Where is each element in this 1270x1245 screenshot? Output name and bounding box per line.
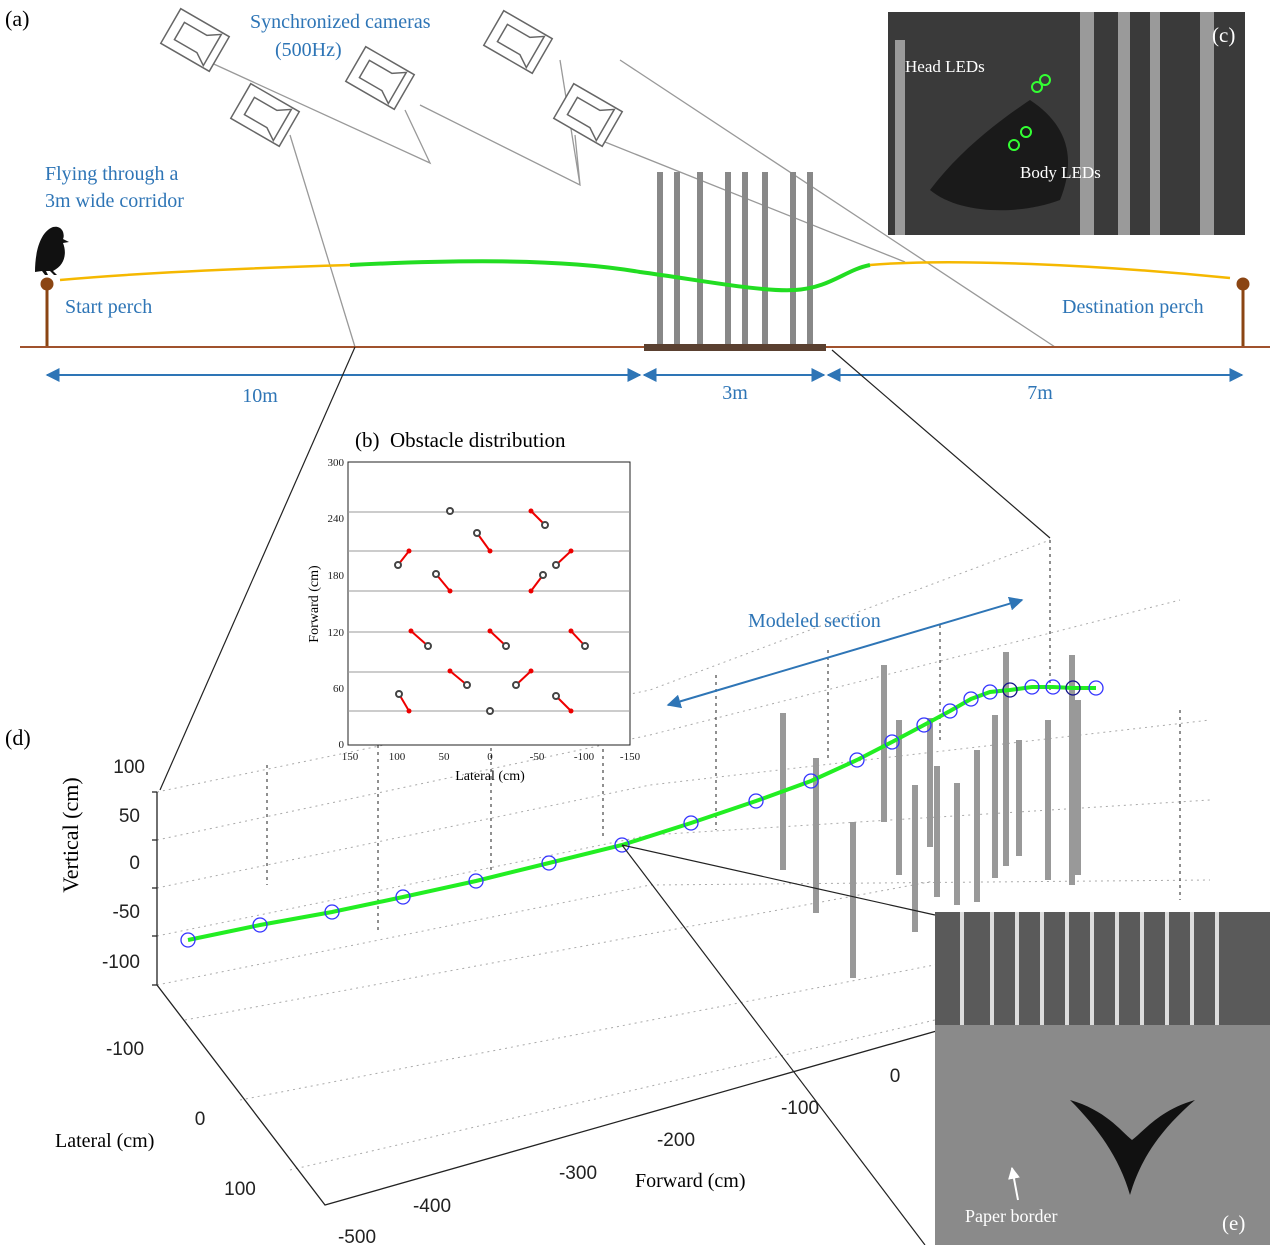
obstacle-origin xyxy=(529,589,534,594)
corridor-label: Flying through a xyxy=(45,163,178,185)
body-leds-label: Body LEDs xyxy=(1020,163,1101,182)
x-tick-label: -150 xyxy=(620,751,641,763)
corridor-label: 3m wide corridor xyxy=(45,190,184,212)
obstacle-origin xyxy=(569,549,574,554)
y-tick-label: 120 xyxy=(328,627,345,639)
panel-label: (a) xyxy=(5,6,29,31)
panel-label: (c) xyxy=(1212,23,1235,47)
panel-label: (e) xyxy=(1222,1211,1245,1235)
axis-label: Lateral (cm) xyxy=(455,769,525,784)
obstacle xyxy=(553,562,559,568)
pigeon xyxy=(35,227,69,275)
panel-b: (b) Obstacle distribution 150 100 50 0 -50 -1… xyxy=(307,428,641,784)
cameras-rate: (500Hz) xyxy=(275,39,342,61)
obstacle xyxy=(540,572,546,578)
obstacle xyxy=(582,643,588,649)
vertical-tick-label: 0 xyxy=(129,853,140,874)
obstacle xyxy=(395,562,401,568)
distance: 10m xyxy=(242,385,278,407)
obstacle-origin xyxy=(407,709,412,714)
obstacle-origin xyxy=(488,629,493,634)
forward-tick-label: -200 xyxy=(657,1130,695,1151)
obstacle-origin xyxy=(407,549,412,554)
obstacle-origin xyxy=(529,669,534,674)
start-label: Start perch xyxy=(65,296,152,318)
axis-label: Vertical (cm) xyxy=(58,777,83,892)
obstacle xyxy=(425,643,431,649)
vertical-tick-label: 50 xyxy=(119,806,140,827)
paper-label: Paper border xyxy=(965,1206,1057,1226)
obstacle-origin xyxy=(569,629,574,634)
obstacle-origin xyxy=(529,509,534,514)
vertical-tick-label: -100 xyxy=(102,952,140,973)
obstacle xyxy=(553,693,559,699)
cameras-label: Synchronized cameras xyxy=(250,11,431,33)
distance: 7m xyxy=(1027,382,1053,404)
obstacle-origin xyxy=(448,669,453,674)
x-tick-label: -100 xyxy=(574,751,595,763)
y-tick-label: 60 xyxy=(333,683,345,695)
x-tick-label: 50 xyxy=(439,751,451,763)
obstacle xyxy=(474,530,480,536)
axis-label: Forward (cm) xyxy=(635,1170,746,1192)
forward-tick-label: -300 xyxy=(559,1163,597,1184)
destination-label: Destination perch xyxy=(1062,296,1204,318)
forward-tick-label: -100 xyxy=(781,1098,819,1119)
obstacle xyxy=(464,682,470,688)
obstacle-origin xyxy=(569,709,574,714)
y-tick-label: 300 xyxy=(328,457,345,469)
forward-tick-label: -500 xyxy=(338,1227,376,1245)
panel-c: Head LEDs Body LEDs (c) xyxy=(888,12,1245,235)
x-tick-label: -50 xyxy=(530,751,545,763)
forward-tick-label: 0 xyxy=(890,1066,901,1087)
axis-label: Forward (cm) xyxy=(307,565,322,643)
obstacle xyxy=(503,643,509,649)
obstacle xyxy=(447,508,453,514)
path-orange xyxy=(870,262,1230,278)
y-tick-label: 0 xyxy=(339,739,345,751)
panel-label: (b) xyxy=(355,428,380,452)
obstacle xyxy=(542,522,548,528)
section-label: Modeled section xyxy=(748,610,881,632)
panel-e: Paper border (e) xyxy=(935,912,1270,1245)
distance: 3m xyxy=(722,382,748,404)
obstacle xyxy=(433,571,439,577)
obstacle-origin xyxy=(409,629,414,634)
plot-frame xyxy=(348,462,630,745)
x-tick-label: 150 xyxy=(342,751,359,763)
trajectory xyxy=(181,680,1103,947)
panel-label: (d) xyxy=(5,725,31,750)
photo xyxy=(888,12,1245,235)
obstacle-origin xyxy=(488,549,493,554)
forward-tick-label: -400 xyxy=(413,1196,451,1217)
obstacle xyxy=(396,691,402,697)
vertical-tick-label: 100 xyxy=(113,757,145,778)
y-tick-label: 180 xyxy=(328,570,345,582)
head-leds-label: Head LEDs xyxy=(905,57,985,76)
figure: (a) Synchronized cameras (500Hz) Flying … xyxy=(0,0,1270,1245)
x-tick-label: 100 xyxy=(389,751,406,763)
lateral-tick-label: 0 xyxy=(195,1109,206,1130)
obstacle xyxy=(487,708,493,714)
axes-3d xyxy=(152,792,940,1205)
y-tick-label: 240 xyxy=(328,513,345,525)
obstacle-base xyxy=(644,344,826,351)
obstacles xyxy=(657,172,813,347)
obstacle xyxy=(513,682,519,688)
lateral-tick-label: 100 xyxy=(224,1179,256,1200)
vertical-tick-label: -50 xyxy=(113,902,140,923)
path-orange xyxy=(60,265,350,280)
lateral-tick-label: -100 xyxy=(106,1039,144,1060)
panel-title: Obstacle distribution xyxy=(390,428,566,452)
axis-label: Lateral (cm) xyxy=(55,1130,154,1152)
x-tick-label: 0 xyxy=(487,751,493,763)
obstacle-origin xyxy=(448,589,453,594)
